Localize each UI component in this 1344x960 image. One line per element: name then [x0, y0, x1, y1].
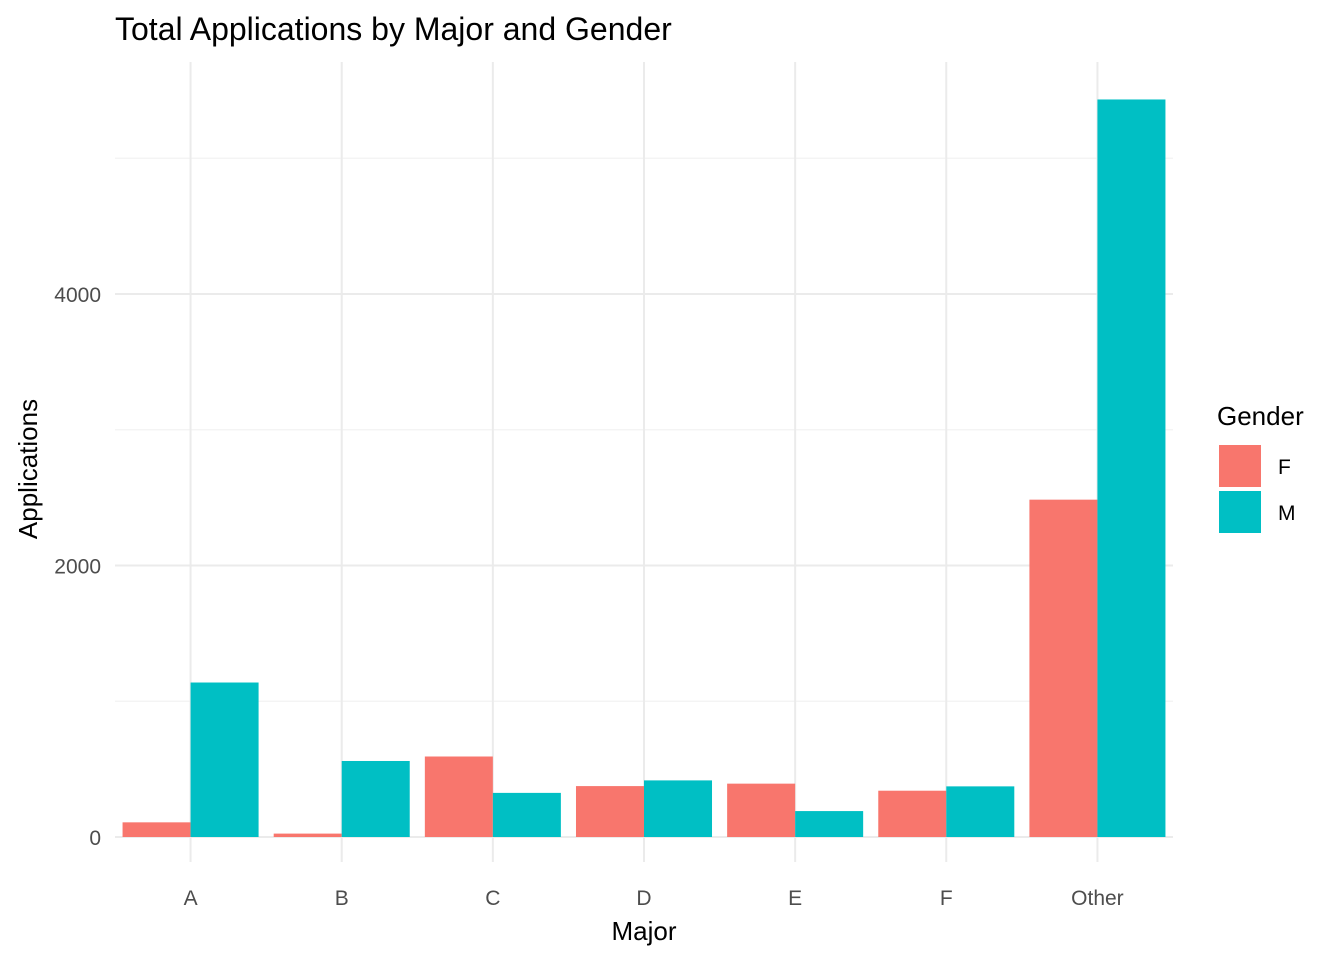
bar-d-f	[575, 786, 644, 837]
grid-lines	[115, 62, 1173, 862]
bar-other-f	[1029, 499, 1098, 837]
legend-items: FM	[1219, 445, 1296, 533]
bar-d-m	[644, 780, 713, 837]
y-axis-title: Applications	[13, 399, 43, 539]
x-axis-ticks: A B C D E F Other	[184, 887, 1124, 910]
bar-b-m	[341, 760, 410, 837]
bar-other-m	[1097, 99, 1166, 837]
y-tick-label: 2000	[54, 556, 101, 579]
bar-c-m	[492, 792, 561, 837]
bar-b-f	[273, 833, 342, 837]
x-tick-label: Other	[1071, 887, 1124, 910]
x-tick-label: C	[485, 887, 500, 910]
legend: Gender FM	[1217, 401, 1304, 533]
chart-title: Total Applications by Major and Gender	[115, 11, 672, 47]
bar-a-f	[122, 822, 191, 837]
x-tick-label: D	[636, 887, 651, 910]
y-tick-label: 0	[89, 827, 101, 850]
legend-label-m: M	[1278, 502, 1296, 525]
y-tick-label: 4000	[54, 284, 101, 307]
legend-key-m	[1219, 491, 1261, 533]
y-axis-ticks: 0 2000 4000	[54, 284, 101, 850]
bar-e-f	[727, 783, 796, 837]
x-tick-label: B	[335, 887, 349, 910]
bar-a-m	[190, 682, 259, 837]
bar-f-m	[946, 786, 1015, 837]
bar-f-f	[878, 790, 947, 837]
bar-e-m	[795, 811, 864, 837]
legend-key-f	[1219, 445, 1261, 487]
legend-label-f: F	[1278, 456, 1291, 479]
bar-c-f	[424, 756, 493, 837]
x-tick-label: A	[184, 887, 198, 910]
bars	[122, 99, 1166, 837]
x-tick-label: E	[788, 887, 802, 910]
legend-title: Gender	[1217, 401, 1304, 431]
x-axis-title: Major	[611, 916, 676, 946]
x-tick-label: F	[940, 887, 953, 910]
